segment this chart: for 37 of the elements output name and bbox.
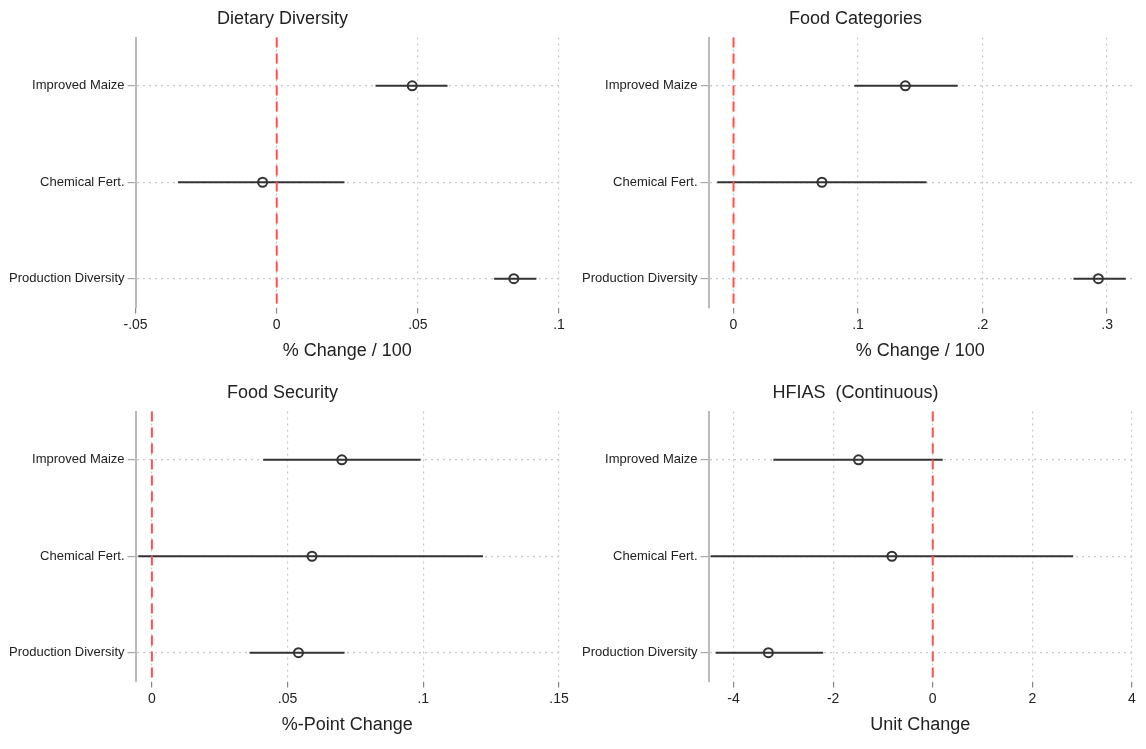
x-tick-label: -4	[727, 689, 740, 706]
x-axis-title: % Change / 100	[855, 340, 985, 361]
x-tick-label: .05	[408, 315, 428, 332]
x-tick-label: .3	[1101, 315, 1114, 332]
x-axis-title: %-Point Change	[281, 714, 413, 735]
y-tick-label: Production Diversity	[8, 270, 126, 286]
y-tick-label: Improved Maize	[32, 77, 125, 93]
x-tick-label: .15	[549, 689, 569, 706]
x-tick-label: .1	[417, 689, 430, 706]
y-tick-label: Chemical Fert.	[40, 547, 125, 563]
y-tick-label: Chemical Fert.	[613, 173, 698, 189]
x-axis-title: Unit Change	[870, 714, 971, 735]
x-tick-label: -.05	[123, 315, 148, 332]
y-tick-label: Production Diversity	[581, 644, 699, 660]
y-tick-label: Production Diversity	[581, 270, 699, 286]
y-tick-label: Improved Maize	[605, 451, 698, 467]
chart-title: HFIAS (Continuous)	[772, 381, 939, 402]
x-tick-label: 0	[928, 689, 937, 706]
x-tick-label: 0	[147, 689, 156, 706]
chart-title: Food Security	[226, 381, 339, 402]
x-tick-label: .1	[553, 315, 566, 332]
chart-title: Food Categories	[788, 7, 923, 28]
y-tick-label: Improved Maize	[32, 451, 125, 467]
y-tick-label: Chemical Fert.	[40, 173, 125, 189]
x-tick-label: 2	[1028, 689, 1037, 706]
x-tick-label: .05	[277, 689, 298, 706]
x-tick-label: -2	[826, 689, 840, 706]
chart-title: Dietary Diversity	[216, 7, 349, 28]
x-tick-label: 0	[729, 315, 738, 332]
y-tick-label: Production Diversity	[8, 644, 126, 660]
x-tick-label: .1	[852, 315, 865, 332]
x-axis-title: % Change / 100	[282, 340, 412, 361]
y-tick-label: Chemical Fert.	[613, 547, 698, 563]
y-tick-label: Improved Maize	[605, 77, 698, 93]
x-tick-label: .2	[976, 315, 989, 332]
x-tick-label: 0	[272, 315, 281, 332]
x-tick-label: 4	[1128, 689, 1137, 706]
